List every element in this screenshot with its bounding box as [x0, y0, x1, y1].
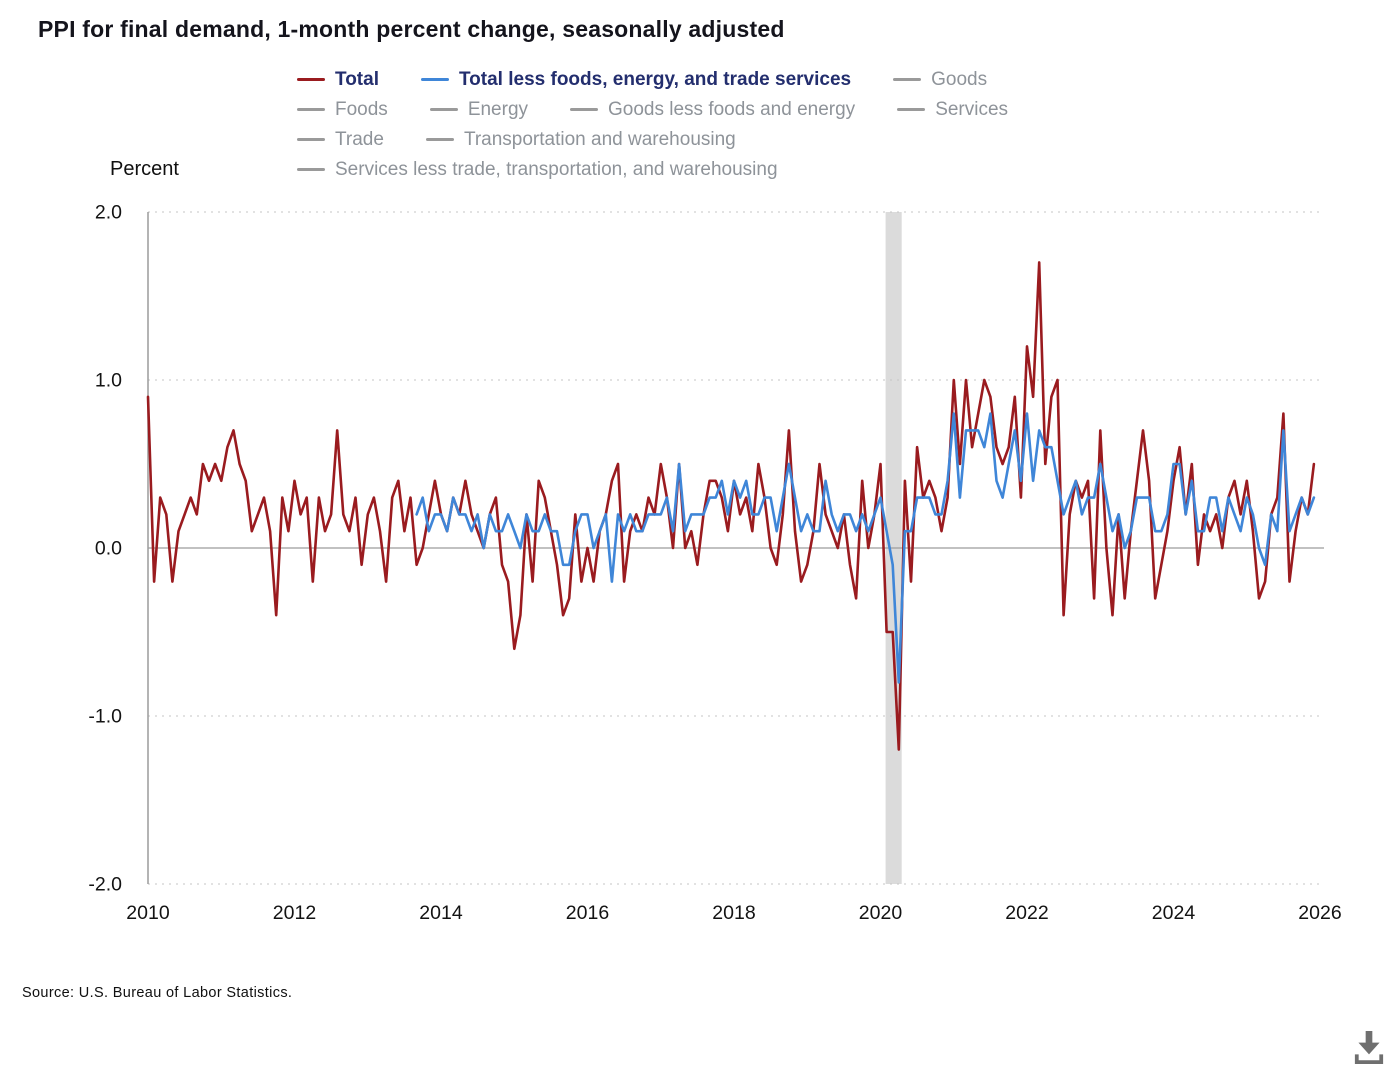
- x-tick-label: 2024: [1152, 902, 1196, 924]
- legend-item-goods[interactable]: Goods: [893, 68, 987, 91]
- legend-item-services[interactable]: Services: [897, 98, 1008, 121]
- legend-label: Goods: [931, 69, 988, 90]
- legend-label: Trade: [335, 129, 384, 150]
- x-tick-label: 2020: [859, 902, 903, 924]
- x-tick-label: 2022: [1005, 902, 1048, 924]
- legend-label: Total less foods, energy, and trade serv…: [458, 69, 852, 90]
- x-tick-label: 2016: [566, 902, 609, 924]
- y-tick-label: 1.0: [95, 370, 122, 392]
- legend-label: Services less trade, transportation, and…: [335, 159, 778, 180]
- legend-line-swatch: [893, 78, 922, 81]
- legend-line-swatch: [570, 108, 599, 111]
- source-note: Source: U.S. Bureau of Labor Statistics.: [22, 985, 293, 1001]
- y-tick-label: 2.0: [95, 202, 122, 224]
- legend-label: Foods: [335, 99, 388, 120]
- legend-item-total-less-foods-energy-and-trade-services[interactable]: Total less foods, energy, and trade serv…: [420, 68, 852, 91]
- legend-line-swatch: [297, 108, 325, 111]
- legend-line-swatch: [420, 78, 449, 81]
- legend-item-energy[interactable]: Energy: [429, 98, 529, 121]
- x-tick-label: 2018: [712, 902, 755, 924]
- series-line-total-less-foods-energy-and-trade-services: [415, 412, 1316, 684]
- legend-item-transportation-and-warehousing[interactable]: Transportation and warehousing: [425, 128, 736, 151]
- legend-line-swatch: [297, 78, 325, 81]
- legend-line-swatch: [429, 108, 458, 111]
- legend-item-foods[interactable]: Foods: [297, 98, 388, 121]
- y-tick-label: 0.0: [95, 538, 122, 560]
- legend-label: Transportation and warehousing: [463, 129, 736, 150]
- download-icon: [1354, 1031, 1384, 1064]
- y-tick-label: -2.0: [88, 874, 122, 896]
- legend-label: Energy: [467, 99, 529, 120]
- y-axis-title: Percent: [110, 158, 179, 180]
- legend-label: Total: [335, 69, 379, 90]
- y-tick-label: -1.0: [88, 706, 122, 728]
- legend-line-swatch: [897, 108, 926, 111]
- x-tick-label: 2010: [126, 902, 170, 924]
- download-button[interactable]: [1344, 1022, 1394, 1072]
- legend-item-services-less-trade-transportation-and-warehousing[interactable]: Services less trade, transportation, and…: [297, 158, 778, 181]
- series-line-total: [146, 261, 1316, 751]
- legend-item-total[interactable]: Total: [297, 68, 379, 91]
- x-tick-label: 2012: [273, 902, 316, 924]
- legend-item-goods-less-foods-and-energy[interactable]: Goods less foods and energy: [570, 98, 855, 121]
- legend-item-trade[interactable]: Trade: [297, 128, 384, 151]
- x-tick-label: 2014: [419, 902, 463, 924]
- legend-line-swatch: [297, 138, 325, 141]
- chart-title: PPI for final demand, 1-month percent ch…: [38, 16, 785, 42]
- legend-label: Goods less foods and energy: [608, 99, 856, 120]
- legend: Total Total less foods, energy, and trade…: [297, 68, 1109, 181]
- legend-line-swatch: [297, 168, 325, 171]
- legend-label: Services: [935, 99, 1009, 120]
- x-tick-label: 2026: [1298, 902, 1341, 924]
- legend-line-swatch: [425, 138, 454, 141]
